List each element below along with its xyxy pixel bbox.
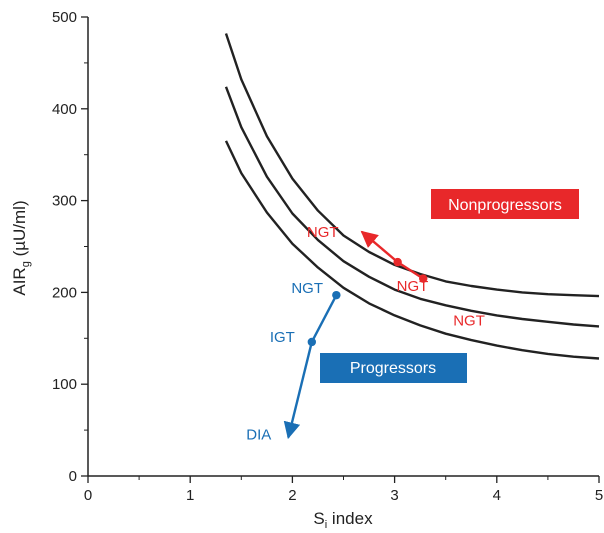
progressors-point-label: IGT — [270, 329, 295, 346]
x-tick-label: 0 — [84, 487, 92, 504]
y-tick-label: 300 — [52, 193, 77, 210]
nonprogressors-box — [431, 189, 579, 219]
x-tick-label: 5 — [595, 487, 603, 504]
progressors-box — [320, 353, 467, 383]
progressors-point-label: NGT — [291, 280, 323, 297]
nonprogressors-point-label: NGT — [397, 278, 429, 295]
x-tick-label: 1 — [186, 487, 194, 504]
nonprogressors-point — [393, 257, 402, 267]
progressors-point-label: DIA — [246, 426, 271, 443]
hyperbolic-curve-3 — [224, 140, 600, 360]
x-tick-label: 2 — [288, 487, 296, 504]
y-tick-label: 100 — [52, 376, 77, 393]
y-tick-label: 500 — [52, 9, 77, 26]
axes — [87, 17, 599, 477]
nonprogressors-label: Nonprogressors — [448, 197, 562, 214]
x-tick-label: 3 — [390, 487, 398, 504]
y-tick-label: 0 — [69, 468, 77, 485]
progressors-point — [307, 337, 317, 347]
x-tick-label: 4 — [493, 487, 501, 504]
tick-marks — [81, 16, 600, 483]
series: NGT NGT NGT NGT IGT DIA — [246, 224, 485, 444]
y-axis-title: AIRg (µU/ml) — [10, 200, 32, 295]
progressors-segment — [283, 341, 313, 440]
hyperbolic-curve-1 — [224, 33, 600, 298]
progressors-segment — [310, 294, 338, 343]
tick-labels: 0 1 2 3 4 5 0 100 200 300 400 500 — [52, 9, 603, 504]
progressors-label: Progressors — [350, 360, 436, 377]
nonprogressors-point-label: NGT — [453, 313, 485, 330]
nonprogressors-segment — [360, 230, 399, 264]
x-axis-title: Si index — [313, 509, 373, 531]
progressors-point — [332, 290, 341, 300]
hyperbolic-curve-2 — [224, 86, 600, 328]
y-tick-label: 400 — [52, 101, 77, 118]
nonprogressors-segment — [397, 261, 424, 280]
nonprogressors-point-label: NGT — [307, 224, 339, 241]
y-tick-label: 200 — [52, 284, 77, 301]
nonprogressors-point — [419, 274, 428, 283]
